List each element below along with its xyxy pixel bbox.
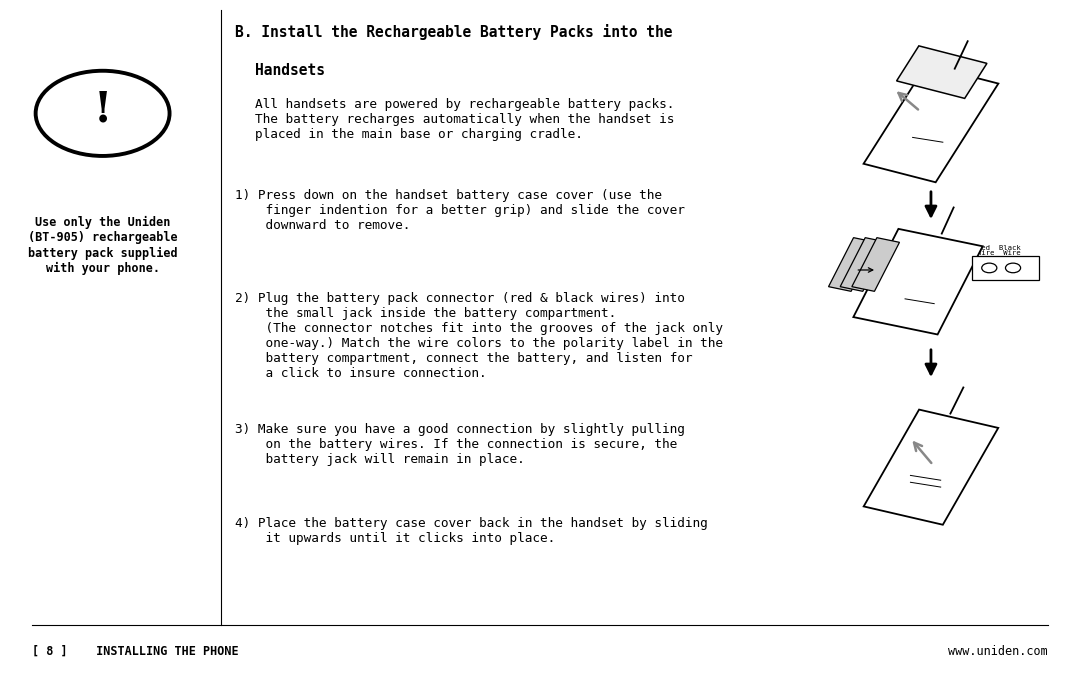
Polygon shape bbox=[864, 409, 998, 525]
Text: All handsets are powered by rechargeable battery packs.
The battery recharges au: All handsets are powered by rechargeable… bbox=[255, 98, 674, 141]
Text: Wire  Wire: Wire Wire bbox=[977, 249, 1022, 256]
Text: !: ! bbox=[94, 89, 111, 131]
Text: [ 8 ]    INSTALLING THE PHONE: [ 8 ] INSTALLING THE PHONE bbox=[32, 645, 239, 657]
Text: Red: Red bbox=[838, 265, 853, 275]
Polygon shape bbox=[853, 229, 983, 335]
Text: 2) Plug the battery pack connector (red & black wires) into
    the small jack i: 2) Plug the battery pack connector (red … bbox=[235, 292, 724, 380]
Text: B. Install the Rechargeable Battery Packs into the: B. Install the Rechargeable Battery Pack… bbox=[235, 24, 673, 40]
Text: 3) Make sure you have a good connection by slightly pulling
    on the battery w: 3) Make sure you have a good connection … bbox=[235, 423, 686, 466]
Text: Red  Black: Red Black bbox=[977, 245, 1022, 251]
Polygon shape bbox=[864, 65, 998, 182]
Text: 1) Press down on the handset battery case cover (use the
    finger indention fo: 1) Press down on the handset battery cas… bbox=[235, 189, 686, 232]
Polygon shape bbox=[896, 46, 987, 98]
Polygon shape bbox=[828, 238, 876, 291]
Polygon shape bbox=[840, 238, 888, 291]
FancyBboxPatch shape bbox=[972, 256, 1039, 280]
Text: Handsets: Handsets bbox=[255, 63, 325, 78]
Text: www.uniden.com: www.uniden.com bbox=[948, 645, 1048, 657]
Polygon shape bbox=[852, 238, 900, 291]
Text: Black: Black bbox=[880, 265, 905, 275]
Text: 4) Place the battery case cover back in the handset by sliding
    it upwards un: 4) Place the battery case cover back in … bbox=[235, 517, 708, 545]
Text: Use only the Uniden
(BT-905) rechargeable
battery pack supplied
with your phone.: Use only the Uniden (BT-905) rechargeabl… bbox=[28, 216, 177, 275]
